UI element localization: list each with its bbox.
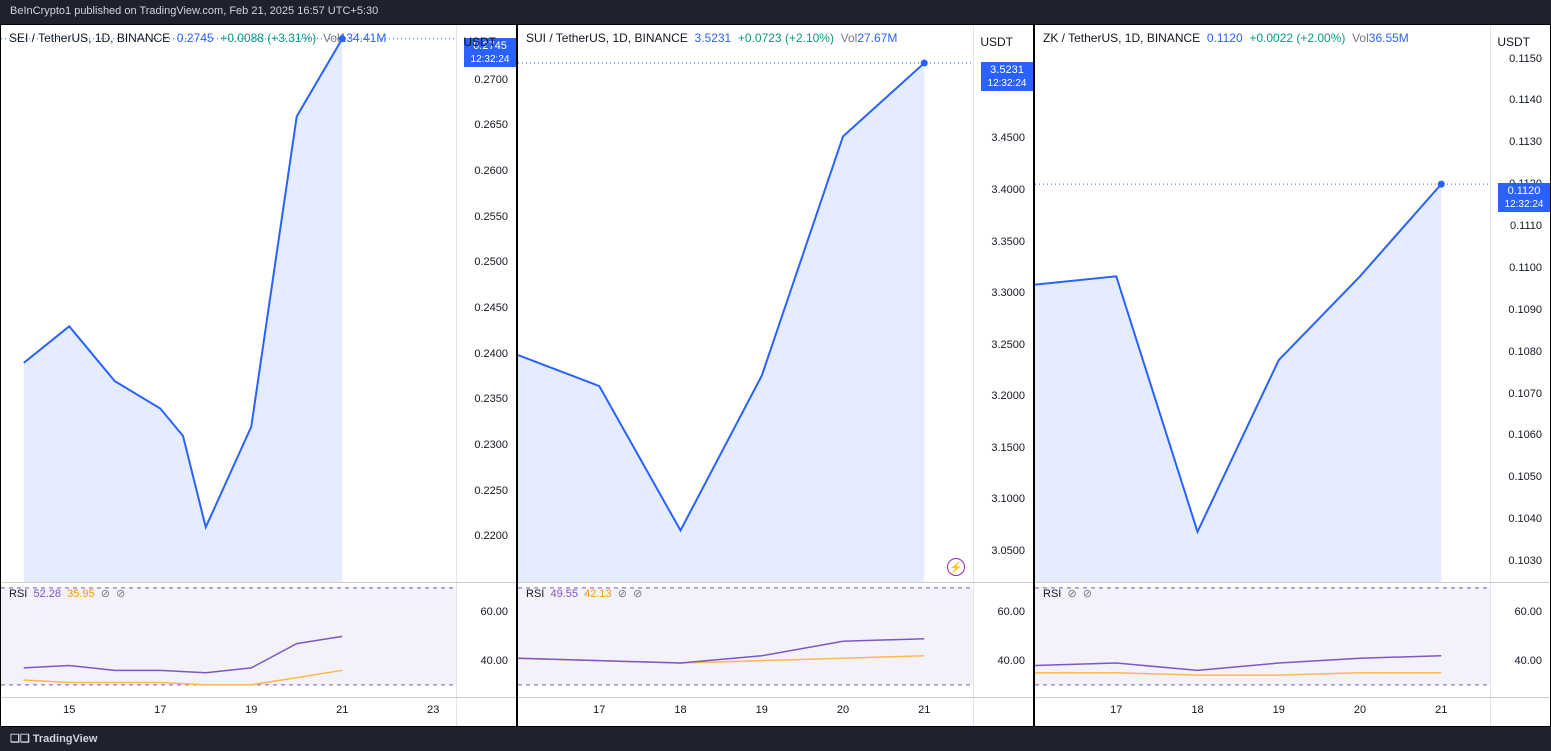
x-tick-label: 17 [1110,704,1122,716]
axis-corner [1490,698,1550,726]
price-chart[interactable]: 0.2200 0.2250 0.2300 0.2350 0.2400 0.2450 0.25… [1,25,516,583]
x-tick-label: 21 [336,704,348,716]
price-chart[interactable]: 3.0500 3.1000 3.1500 3.2000 3.2500 3.3000 3.35… [518,25,1033,583]
rsi-info: RSI 52.28 35.95 ⊘ ⊘ [9,587,125,600]
x-tick-label: 19 [245,704,257,716]
chart-panel[interactable]: SEI / TetherUS, 1D, BINANCE 0.2745 +0.00… [0,24,517,727]
y-tick-label: 0.2300 [474,439,508,451]
price-tag: 3.523112:32:24 [981,62,1033,91]
x-tick-label: 18 [674,704,686,716]
y-tick-label: 3.2000 [991,390,1025,402]
y-tick-label: 0.2350 [474,393,508,405]
y-tick-label: 0.2550 [474,211,508,223]
y-tick-label: 60.00 [997,606,1025,618]
y-axis: 0.1030 0.1040 0.1050 0.1060 0.1070 0.1080 0.10… [1490,25,1550,582]
currency-label: USDT [463,35,496,49]
y-tick-label: 0.1060 [1508,429,1542,441]
y-tick-label: 0.2250 [474,485,508,497]
y-tick-label: 0.1080 [1508,346,1542,358]
x-tick-label: 18 [1191,704,1203,716]
y-tick-label: 3.3000 [991,287,1025,299]
price-chart[interactable]: 0.1030 0.1040 0.1050 0.1060 0.1070 0.1080 0.10… [1035,25,1550,583]
y-tick-label: 40.00 [480,655,508,667]
rsi-chart[interactable]: 40.00 60.00 RSI 52.28 35.95 ⊘ ⊘ [1,583,516,698]
y-tick-label: 0.1150 [1509,53,1542,65]
rsi-chart[interactable]: 40.00 60.00 RSI 49.55 42.13 ⊘ ⊘ [518,583,1033,698]
tradingview-footer: ❏❏ TradingView [0,727,1551,751]
axis-corner [456,698,516,726]
y-tick-label: 0.2650 [474,119,508,131]
x-tick-label: 19 [1273,704,1285,716]
rsi-chart[interactable]: 40.00 60.00 RSI ⊘ ⊘ [1035,583,1550,698]
symbol-info: SEI / TetherUS, 1D, BINANCE 0.2745 +0.00… [9,31,386,45]
x-tick-label: 17 [593,704,605,716]
y-axis: 3.0500 3.1000 3.1500 3.2000 3.2500 3.3000 3.35… [973,25,1033,582]
y-tick-label: 3.1500 [991,442,1025,454]
chart-panel[interactable]: ZK / TetherUS, 1D, BINANCE 0.1120 +0.002… [1034,24,1551,727]
x-tick-label: 20 [1354,704,1366,716]
price-tag: 0.112012:32:24 [1498,183,1550,212]
symbol-info: ZK / TetherUS, 1D, BINANCE 0.1120 +0.002… [1043,31,1409,45]
y-tick-label: 0.1070 [1508,388,1542,400]
axis-corner [973,698,1033,726]
y-tick-label: 3.4000 [991,184,1025,196]
y-tick-label: 60.00 [480,606,508,618]
symbol-info: SUI / TetherUS, 1D, BINANCE 3.5231 +0.07… [526,31,897,45]
y-tick-label: 60.00 [1514,606,1542,618]
y-tick-label: 0.1050 [1508,471,1542,483]
y-tick-label: 0.2400 [474,348,508,360]
x-tick-label: 17 [154,704,166,716]
y-tick-label: 0.2700 [474,74,508,86]
x-tick-label: 20 [837,704,849,716]
y-tick-label: 0.1090 [1508,304,1542,316]
y-tick-label: 3.1000 [991,493,1025,505]
y-axis: 0.2200 0.2250 0.2300 0.2350 0.2400 0.2450 0.25… [456,25,516,582]
y-tick-label: 0.1110 [1510,220,1542,232]
y-tick-label: 0.2450 [474,302,508,314]
y-tick-label: 0.1100 [1509,262,1542,274]
y-tick-label: 0.1040 [1508,513,1542,525]
x-axis: 17 18 19 20 21 [518,698,1033,726]
rsi-info: RSI 49.55 42.13 ⊘ ⊘ [526,587,642,600]
x-tick-label: 19 [756,704,768,716]
y-tick-label: 3.3500 [991,236,1025,248]
y-tick-label: 0.1130 [1509,136,1542,148]
panels-container: SEI / TetherUS, 1D, BINANCE 0.2745 +0.00… [0,24,1551,727]
currency-label: USDT [980,35,1013,49]
x-axis: 17 18 19 20 21 [1035,698,1550,726]
y-tick-label: 3.4500 [991,132,1025,144]
flash-icon[interactable]: ⚡ [947,558,965,576]
y-tick-label: 3.0500 [991,545,1025,557]
y-tick-label: 0.1140 [1509,94,1542,106]
x-tick-label: 15 [63,704,75,716]
y-tick-label: 0.2500 [474,256,508,268]
publish-header: BeInCrypto1 published on TradingView.com… [0,0,1551,24]
rsi-y-axis: 40.00 60.00 [456,583,516,697]
y-tick-label: 3.2500 [991,339,1025,351]
x-tick-label: 21 [918,704,930,716]
y-tick-label: 0.1030 [1508,555,1542,567]
currency-label: USDT [1497,35,1530,49]
x-axis: 15 17 19 21 23 [1,698,516,726]
rsi-info: RSI ⊘ ⊘ [1043,587,1092,600]
rsi-y-axis: 40.00 60.00 [1490,583,1550,697]
y-tick-label: 0.2600 [474,165,508,177]
y-tick-label: 0.2200 [474,530,508,542]
x-tick-label: 23 [427,704,439,716]
rsi-y-axis: 40.00 60.00 [973,583,1033,697]
y-tick-label: 40.00 [997,655,1025,667]
chart-panel[interactable]: SUI / TetherUS, 1D, BINANCE 3.5231 +0.07… [517,24,1034,727]
x-tick-label: 21 [1435,704,1447,716]
y-tick-label: 40.00 [1514,655,1542,667]
